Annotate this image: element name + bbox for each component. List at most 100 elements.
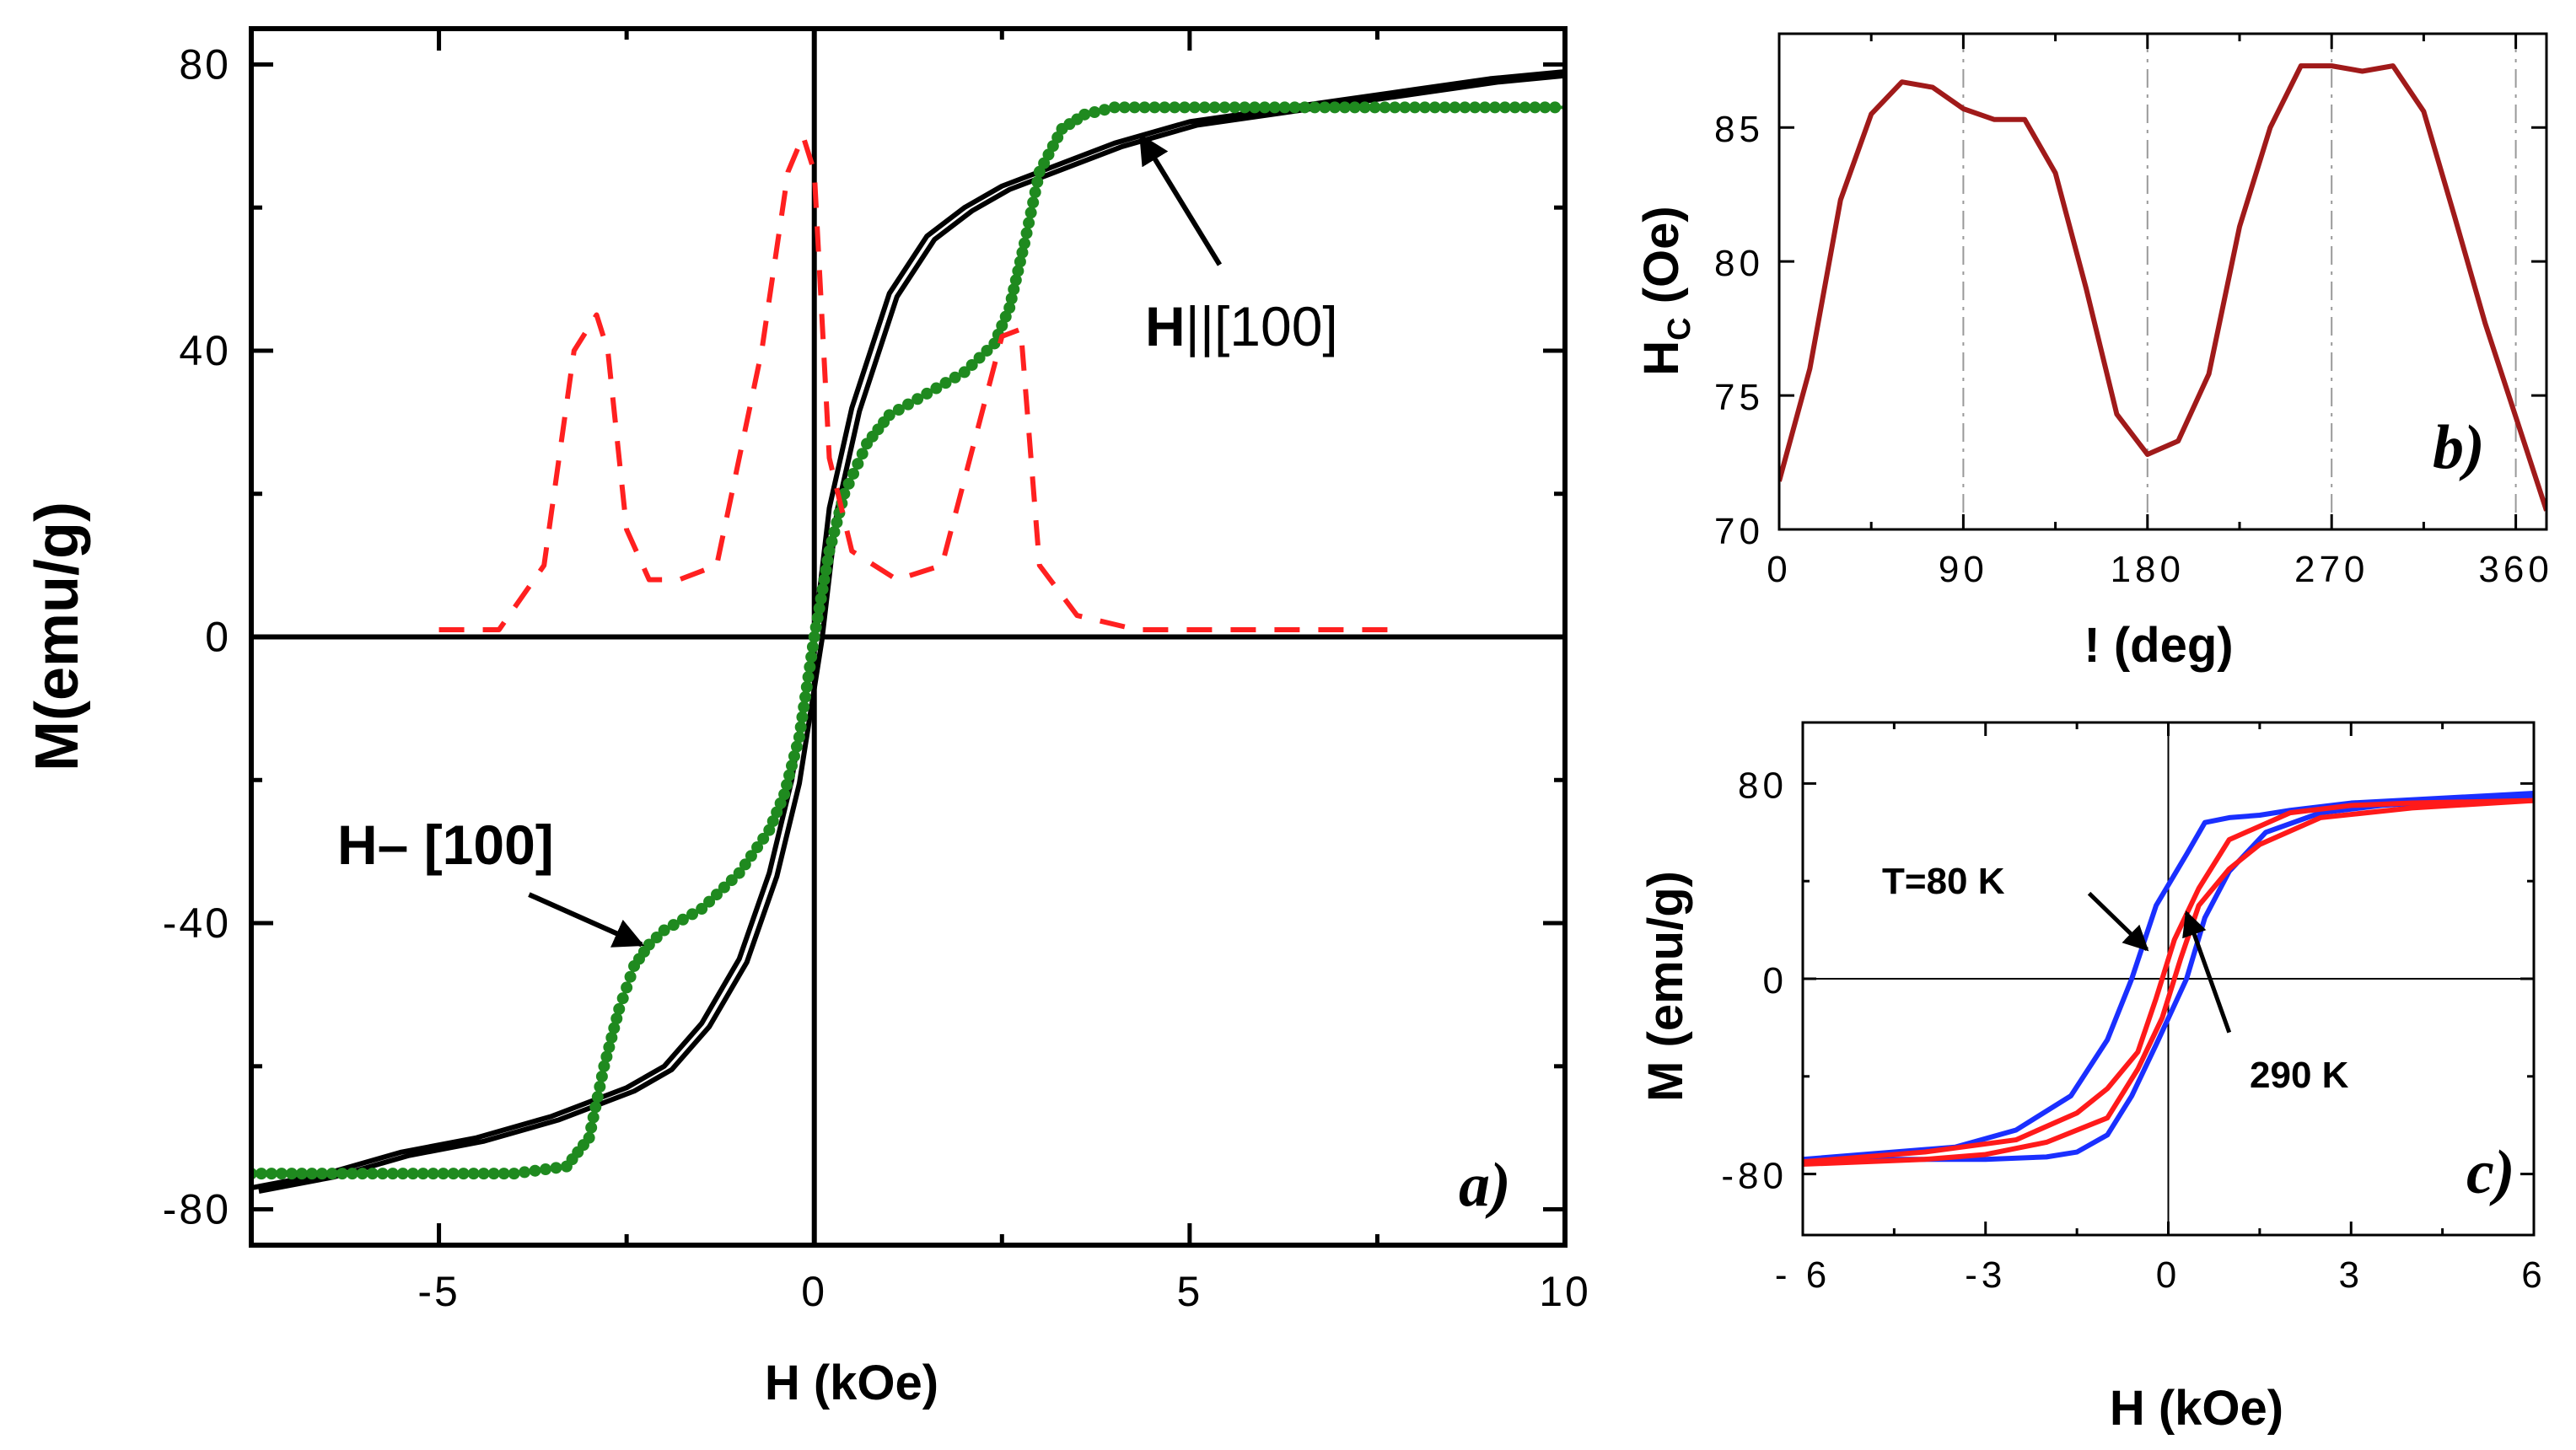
a-series-1-point — [1379, 101, 1391, 114]
a-series-1-point — [1319, 101, 1331, 114]
a-series-1-point — [417, 1168, 429, 1180]
a-series-1-point — [336, 1168, 348, 1180]
a-series-1-point — [610, 1012, 623, 1025]
c-series-0-line — [1803, 792, 2534, 1163]
a-series-1-point — [813, 602, 826, 615]
a-series-1-point — [613, 1002, 626, 1015]
a-series-1-point — [1078, 108, 1091, 121]
a-series-1-point — [603, 1041, 616, 1054]
a-y-tick-label: -40 — [163, 900, 231, 947]
a-series-1-point — [295, 1168, 308, 1180]
a-series-1-point — [583, 1131, 595, 1144]
b-series-group — [1779, 63, 2546, 512]
a-series-1-point — [1031, 175, 1044, 188]
a-series-1-point — [497, 1168, 510, 1180]
a-series-1-point — [605, 1031, 618, 1044]
a-series-1-point — [1369, 101, 1381, 114]
a-series-1-point — [816, 583, 829, 595]
a-series-1-point — [346, 1168, 358, 1180]
a-series-1-point — [600, 1050, 613, 1063]
a-series-1-point — [1338, 101, 1351, 114]
a-series-1-point — [996, 320, 1008, 332]
a-series-1-point — [1148, 101, 1161, 114]
a-series-1-point — [786, 760, 799, 772]
a-series-1-point — [981, 344, 993, 357]
a-x-tick-label: 5 — [1176, 1268, 1202, 1315]
b-tick-group: 0 90 180 270 360 70 75 80 85 — [1714, 34, 2549, 590]
a-series-1-point — [852, 458, 864, 470]
a-series-1-point — [1449, 101, 1461, 114]
a-series-1-point — [594, 1081, 606, 1093]
a-series-1-point — [718, 881, 730, 894]
a-series-1-point — [437, 1168, 449, 1180]
a-series-1-point — [1498, 101, 1511, 114]
b-plot-frame — [1777, 32, 2548, 531]
a-series-1-point — [847, 467, 860, 480]
a-series-1-point — [805, 651, 818, 663]
a-series-1-point — [1208, 101, 1221, 114]
c-series-3-line — [1803, 798, 2534, 1165]
c-x-axis-label: H (kOe) — [2110, 1381, 2283, 1436]
a-series-1-point — [608, 1022, 621, 1034]
b-y-tick-label: 75 — [1714, 377, 1764, 418]
b-y-axis-label: HC (Oe) — [1634, 206, 1697, 375]
b-y-axis-label-sub: C — [1662, 317, 1697, 340]
c-y-axis-label: M (emu/g) — [1638, 871, 1693, 1102]
a-series-1-point — [616, 992, 629, 1005]
a-series-1-point — [595, 1070, 608, 1082]
a-series-1-point — [598, 1060, 610, 1072]
a-series-1-point — [1358, 101, 1371, 114]
a-series-1-point — [809, 621, 822, 634]
a-series-1-point — [667, 919, 680, 932]
a-series-1-point — [1098, 104, 1111, 116]
b-y-axis-label-rest: (Oe) — [1634, 206, 1689, 317]
a-series-1-point — [265, 1168, 277, 1180]
c-series-2-line — [1803, 798, 2534, 1168]
a-series-1-point — [821, 554, 834, 567]
a-series-1-point — [1118, 101, 1131, 114]
a-x-axis-label: H (kOe) — [765, 1356, 938, 1410]
a-series-1-point — [788, 749, 800, 762]
a-series-1-point — [751, 841, 764, 854]
a-x-tick-label: 0 — [801, 1268, 827, 1315]
a-series-1-point — [1239, 101, 1251, 114]
a-series-1-point — [710, 889, 723, 901]
a-series-group — [251, 68, 1565, 1195]
a-series-1-point — [427, 1168, 439, 1180]
a-series-1-point — [774, 797, 787, 809]
a-series-1-point — [739, 858, 751, 871]
a-series-1-point — [1479, 101, 1492, 114]
b-vertical-guides — [1962, 34, 2517, 529]
a-series-1-point — [988, 337, 1001, 350]
a-series-1-point — [1012, 265, 1024, 277]
a-series-1-point — [815, 593, 827, 605]
a-series-1-point — [621, 981, 633, 994]
a-panel-label: a) — [1459, 1151, 1511, 1220]
c-y-tick-label: -80 — [1721, 1156, 1788, 1197]
a-series-1-point — [838, 487, 851, 500]
a-series-1-point — [856, 448, 869, 460]
a-series-1-point — [1169, 101, 1181, 114]
b-y-tick-label: 85 — [1714, 109, 1764, 150]
a-series-1-point — [1439, 101, 1451, 114]
a-series-1-point — [396, 1168, 409, 1180]
a-series-1-point — [818, 573, 831, 586]
c-panel-label: c) — [2466, 1138, 2515, 1207]
a-series-1-point — [1549, 101, 1562, 114]
a-series-1-point — [1328, 101, 1341, 114]
a-series-1-point — [958, 366, 971, 379]
a-series-1-point — [930, 382, 943, 395]
a-series-1-point — [703, 895, 716, 908]
c-annotation-290k: 290 K — [2250, 1055, 2349, 1096]
a-series-1-point — [1027, 196, 1040, 209]
a-series-1-point — [376, 1168, 389, 1180]
c-x-tick-label: 0 — [2156, 1254, 2181, 1296]
a-series-2-line — [438, 133, 1401, 633]
a-series-1-point — [1128, 101, 1141, 114]
a-series-1-point — [1159, 101, 1171, 114]
a-series-1-point — [1278, 101, 1291, 114]
a-series-1-point — [831, 516, 843, 529]
a-series-1-point — [1178, 101, 1191, 114]
a-series-1-point — [799, 690, 812, 703]
